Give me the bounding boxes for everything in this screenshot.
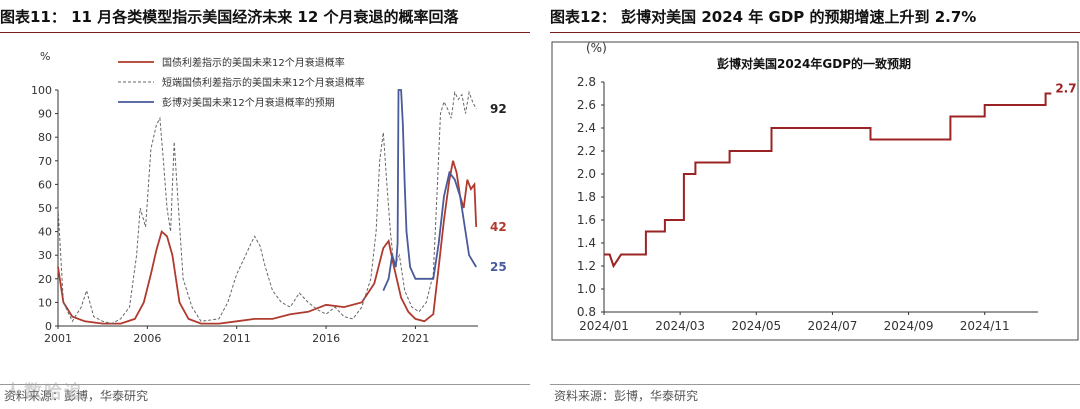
x-tick-label: 2001: [44, 332, 72, 345]
x-tick-label: 2016: [312, 332, 340, 345]
figure-11-source: 资料来源：彭博，华泰研究: [4, 389, 149, 403]
series-line-1: [57, 160, 478, 325]
series-line-3: [382, 89, 477, 291]
x-tick-label: 2011: [223, 332, 251, 345]
legend-label-3: 彭博对美国未来12个月衰退概率的预期: [162, 96, 335, 109]
gdp-end-label: 2.7: [1055, 82, 1076, 96]
figure-12-caption: 彭博对美国 2024 年 GDP 的预期增速上升到 2.7%: [621, 8, 977, 26]
y-tick-label: 1.0: [577, 282, 596, 296]
x-tick-label: 2024/03: [655, 319, 705, 333]
figure-12-number: 图表12：: [550, 8, 616, 26]
y-tick-label: 2.8: [577, 75, 596, 89]
x-tick-label: 2024/05: [731, 319, 781, 333]
y-tick-label: 1.4: [577, 236, 596, 250]
y-axis-unit-label: (%): [586, 41, 607, 55]
figure-12-top-rule: [550, 32, 1080, 33]
chart-title: 彭博对美国2024年GDP的一致预期: [717, 56, 911, 71]
x-tick-label: 2024/09: [884, 319, 934, 333]
y-tick-label: 90: [38, 108, 52, 121]
x-tick-label: 2006: [133, 332, 161, 345]
figure-11-panel: 图表11： 11 月各类模型指示美国经济未来 12 个月衰退的概率回落 % 0 10…: [0, 0, 530, 409]
series-line-2: [57, 90, 477, 325]
figure-12-title: 图表12： 彭博对美国 2024 年 GDP 的预期增速上升到 2.7%: [550, 6, 976, 27]
y-tick-label: 40: [38, 226, 52, 239]
x-tick-label: 2024/07: [807, 319, 857, 333]
y-tick-label: 2.2: [577, 144, 596, 158]
y-tick-label: 70: [38, 155, 52, 168]
chart-frame: [551, 41, 1079, 341]
y-axis-unit-label: %: [40, 50, 50, 63]
recession-probability-chart: % 0 10 20 30 40 50 60 70 80 90 100 2001 2006 2011 2016 2…: [31, 50, 507, 345]
y-tick-label: 60: [38, 178, 52, 191]
y-tick-label: 50: [38, 202, 52, 215]
series-end-label-1: 42: [490, 220, 507, 234]
gdp-forecast-chart: (%) 彭博对美国2024年GDP的一致预期 0.8 1.0 1.2 1.4 1.6 1.8 2…: [551, 41, 1079, 341]
y-tick-label: 2.6: [577, 98, 596, 112]
figure-12-source: 资料来源：彭博，华泰研究: [554, 389, 699, 403]
y-tick-label: 1.6: [577, 213, 596, 227]
x-tick-label: 2024/11: [960, 319, 1010, 333]
series-end-label-3: 25: [490, 260, 507, 274]
watermark-logo: 人数哈追: [4, 382, 84, 403]
x-tick-label: 2024/01: [579, 319, 629, 333]
figure-12-panel: 图表12： 彭博对美国 2024 年 GDP 的预期增速上升到 2.7% (%)…: [550, 0, 1080, 409]
y-tick-label: 1.8: [577, 190, 596, 204]
y-tick-label: 2.4: [577, 121, 596, 135]
figure-11-bottom-rule: [0, 384, 530, 385]
figure-11-number: 图表11：: [0, 8, 66, 26]
x-tick-label: 2021: [401, 332, 429, 345]
figure-11-top-rule: [0, 32, 530, 33]
figure-11-title: 图表11： 11 月各类模型指示美国经济未来 12 个月衰退的概率回落: [0, 6, 459, 27]
figure-11-caption: 11 月各类模型指示美国经济未来 12 个月衰退的概率回落: [71, 8, 459, 26]
y-tick-label: 30: [38, 249, 52, 262]
y-tick-label: 100: [31, 84, 52, 97]
legend-label-2: 短端国债利差指示的美国未来12个月衰退概率: [162, 76, 365, 89]
gdp-forecast-line: [604, 92, 1052, 269]
legend-label-1: 国债利差指示的美国未来12个月衰退概率: [162, 56, 345, 69]
y-tick-label: 1.2: [577, 259, 596, 273]
y-tick-label: 2.0: [577, 167, 596, 181]
y-tick-label: 0.8: [577, 305, 596, 319]
figure-12-bottom-rule: [550, 384, 1080, 385]
y-tick-label: 20: [38, 273, 52, 286]
series-end-label-2: 92: [490, 102, 507, 116]
y-tick-label: 80: [38, 131, 52, 144]
y-tick-label: 0: [45, 320, 52, 333]
y-tick-label: 10: [38, 296, 52, 309]
